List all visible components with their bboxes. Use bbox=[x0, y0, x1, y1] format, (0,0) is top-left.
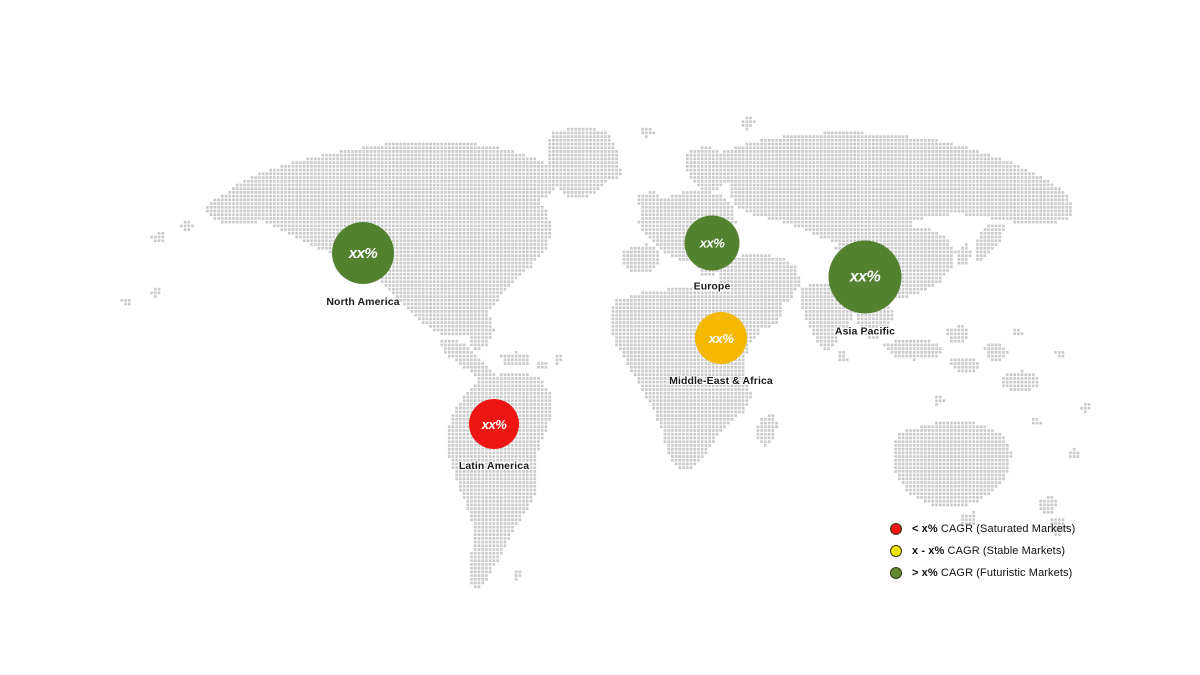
legend-stable-threshold: x - x% bbox=[912, 545, 945, 557]
legend-stable-description: CAGR (Stable Markets) bbox=[944, 545, 1066, 557]
legend-futuristic-swatch-icon bbox=[890, 567, 902, 579]
bubble-value-asia-pacific: xx% bbox=[849, 268, 881, 285]
bubble-value-north-america: xx% bbox=[348, 244, 378, 262]
region-bubble-latin-america[interactable]: xx% Latin America bbox=[459, 399, 529, 472]
bubble-value-middle-east-africa: xx% bbox=[708, 330, 734, 346]
legend-stable-text: x - x% CAGR (Stable Markets) bbox=[912, 545, 1065, 557]
legend-futuristic: > x% CAGR (Futuristic Markets) bbox=[890, 562, 1075, 584]
bubble-value-europe: xx% bbox=[699, 235, 725, 251]
legend-saturated-swatch-icon bbox=[890, 523, 902, 535]
legend-futuristic-text: > x% CAGR (Futuristic Markets) bbox=[912, 567, 1072, 579]
legend-futuristic-description: CAGR (Futuristic Markets) bbox=[937, 567, 1073, 579]
region-bubble-middle-east-africa[interactable]: xx% Middle-East & Africa bbox=[669, 312, 773, 387]
region-bubble-europe[interactable]: xx% Europe bbox=[684, 215, 740, 293]
legend-saturated-description: CAGR (Saturated Markets) bbox=[937, 523, 1076, 535]
region-bubble-asia-pacific[interactable]: xx% Asia Pacific bbox=[828, 240, 902, 338]
bubble-label-middle-east-africa: Middle-East & Africa bbox=[669, 375, 773, 387]
bubble-circle-middle-east-africa: xx% bbox=[695, 312, 747, 364]
legend: < x% CAGR (Saturated Markets) x - x% CAGR… bbox=[890, 518, 1075, 584]
bubble-circle-europe: xx% bbox=[684, 215, 740, 271]
bubble-label-asia-pacific: Asia Pacific bbox=[834, 325, 896, 338]
legend-saturated: < x% CAGR (Saturated Markets) bbox=[890, 518, 1075, 540]
legend-futuristic-threshold: > x% bbox=[912, 567, 938, 579]
legend-saturated-text: < x% CAGR (Saturated Markets) bbox=[912, 523, 1075, 535]
bubble-circle-north-america: xx% bbox=[332, 222, 394, 284]
bubble-value-latin-america: xx% bbox=[481, 416, 507, 432]
bubble-label-europe: Europe bbox=[693, 280, 731, 293]
legend-stable: x - x% CAGR (Stable Markets) bbox=[890, 540, 1075, 562]
bubble-label-latin-america: Latin America bbox=[458, 460, 530, 472]
bubble-label-north-america: North America bbox=[326, 296, 400, 308]
legend-saturated-threshold: < x% bbox=[912, 523, 938, 535]
bubble-circle-asia-pacific: xx% bbox=[828, 240, 902, 314]
bubble-circle-latin-america: xx% bbox=[469, 399, 519, 449]
legend-stable-swatch-icon bbox=[890, 545, 902, 557]
region-bubble-north-america[interactable]: xx% North America bbox=[326, 222, 400, 308]
